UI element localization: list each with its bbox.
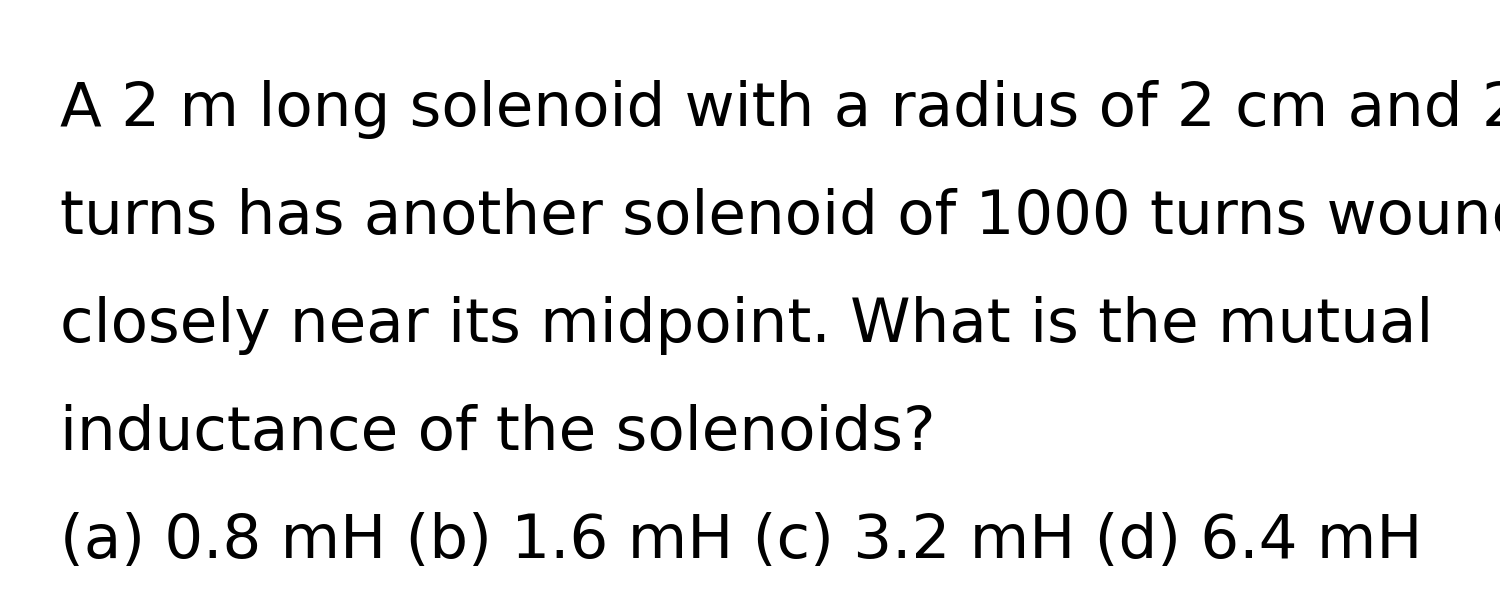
Text: (a) 0.8 mH (b) 1.6 mH (c) 3.2 mH (d) 6.4 mH: (a) 0.8 mH (b) 1.6 mH (c) 3.2 mH (d) 6.4… (60, 512, 1422, 571)
Text: inductance of the solenoids?: inductance of the solenoids? (60, 404, 936, 463)
Text: closely near its midpoint. What is the mutual: closely near its midpoint. What is the m… (60, 296, 1434, 355)
Text: turns has another solenoid of 1000 turns wound: turns has another solenoid of 1000 turns… (60, 188, 1500, 247)
Text: A 2 m long solenoid with a radius of 2 cm and 2000: A 2 m long solenoid with a radius of 2 c… (60, 80, 1500, 139)
